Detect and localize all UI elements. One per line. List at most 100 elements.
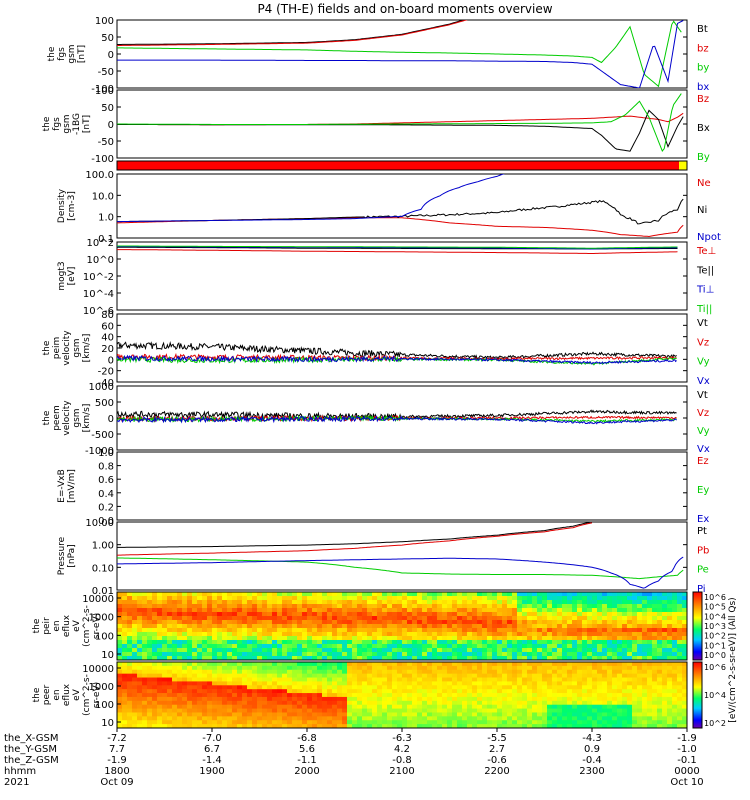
peer-cell [527, 693, 533, 698]
peer-cell [192, 720, 198, 725]
peir-cell [382, 648, 388, 653]
peer-cell [337, 662, 343, 667]
peir-cell [607, 600, 613, 605]
peer-cell [387, 708, 393, 713]
peer-cell [557, 720, 563, 725]
peir-cell [382, 616, 388, 621]
peir-cell [447, 628, 453, 633]
pressure-panel-frame [116, 521, 688, 591]
peer-cell [332, 681, 338, 686]
peer-cell [217, 716, 223, 721]
peer-cell [457, 704, 463, 709]
peir-cell [612, 600, 618, 605]
peer-cell [607, 685, 613, 690]
peer-cell [377, 704, 383, 709]
peer-cell [292, 665, 298, 671]
peir-cell [312, 644, 318, 649]
peer-cell [207, 662, 213, 667]
peir-cell [317, 600, 323, 605]
peir-cell [667, 592, 673, 597]
efield-legend-Ez: Ez [697, 456, 709, 467]
peir-cell [217, 652, 223, 657]
peer-cell [437, 681, 443, 686]
peir-cell [537, 640, 543, 645]
peer-cell [662, 720, 668, 725]
peir-cell [222, 636, 228, 641]
peer-cell [447, 673, 453, 678]
peer-cell [282, 665, 288, 671]
peir-cell [297, 652, 303, 657]
peer-cell [507, 700, 513, 706]
peer-cell [187, 704, 193, 709]
peir-cell [602, 596, 608, 601]
peer-cell [172, 708, 178, 713]
peir-cell [387, 636, 393, 641]
peir-cell [422, 592, 428, 597]
peer-cell [647, 704, 653, 709]
peir-cell [672, 656, 678, 661]
peer-cell [162, 693, 168, 698]
peer-cell [407, 712, 413, 717]
peir-cell [562, 596, 568, 601]
density-legend-Ne: Ne [697, 178, 711, 189]
peer-cell [647, 665, 653, 671]
peer-cell [142, 662, 148, 667]
peir-ylabel: (cm^2-s- [82, 605, 92, 647]
peir-cell [332, 616, 338, 621]
peir-cell [612, 620, 618, 625]
peer-cell [207, 696, 213, 702]
peer-cell [277, 662, 283, 667]
peer-cell [162, 662, 168, 667]
peir-cell [532, 608, 538, 613]
peir-cell [682, 592, 688, 597]
peer-cell [582, 693, 588, 698]
peer-cell [637, 677, 643, 682]
peir-cell [647, 616, 653, 621]
peir-cell [422, 652, 428, 657]
peer-cell [372, 720, 378, 725]
peir-cell [132, 632, 138, 637]
peir-cell [287, 604, 293, 609]
data-quality-band-frame [116, 160, 688, 171]
peer-cell [197, 696, 203, 702]
peer-cell [367, 677, 373, 682]
peer-cell [507, 716, 513, 721]
peir-cell [357, 632, 363, 637]
peer-cell [457, 662, 463, 667]
peir-cell [662, 624, 668, 629]
peer-cell [162, 677, 168, 682]
peir-cell [432, 636, 438, 641]
peer-cell [122, 681, 128, 686]
peer-cell [572, 681, 578, 686]
peer-cell [362, 681, 368, 686]
peer-cell [652, 681, 658, 686]
peir-cell [632, 652, 638, 657]
peer-cell [492, 673, 498, 678]
peir-ylabel: en [52, 620, 62, 631]
peir-cell [677, 648, 683, 653]
peer-cell [147, 662, 153, 667]
peir-cell [312, 600, 318, 605]
peir-cell [607, 656, 613, 661]
peer-cell [557, 700, 563, 706]
peir-cell [372, 596, 378, 601]
peer-cell [677, 716, 683, 721]
peir-cell [612, 648, 618, 653]
peer-cell [487, 669, 493, 675]
peer-cell [467, 708, 473, 713]
peer-cell [217, 693, 223, 698]
peer-cell [487, 704, 493, 709]
peer-cell [632, 673, 638, 678]
peer-cell [252, 665, 258, 671]
peir-cell [467, 640, 473, 645]
peir-cell [417, 640, 423, 645]
peer-cell [597, 662, 603, 667]
peir-cell [377, 648, 383, 653]
peir-cell [482, 612, 488, 617]
peir-cell [637, 656, 643, 661]
peer-cell [427, 716, 433, 721]
peer-cell [367, 662, 373, 667]
peer-cell [177, 662, 183, 667]
peir-cell [352, 612, 358, 617]
peir-cell [477, 612, 483, 617]
